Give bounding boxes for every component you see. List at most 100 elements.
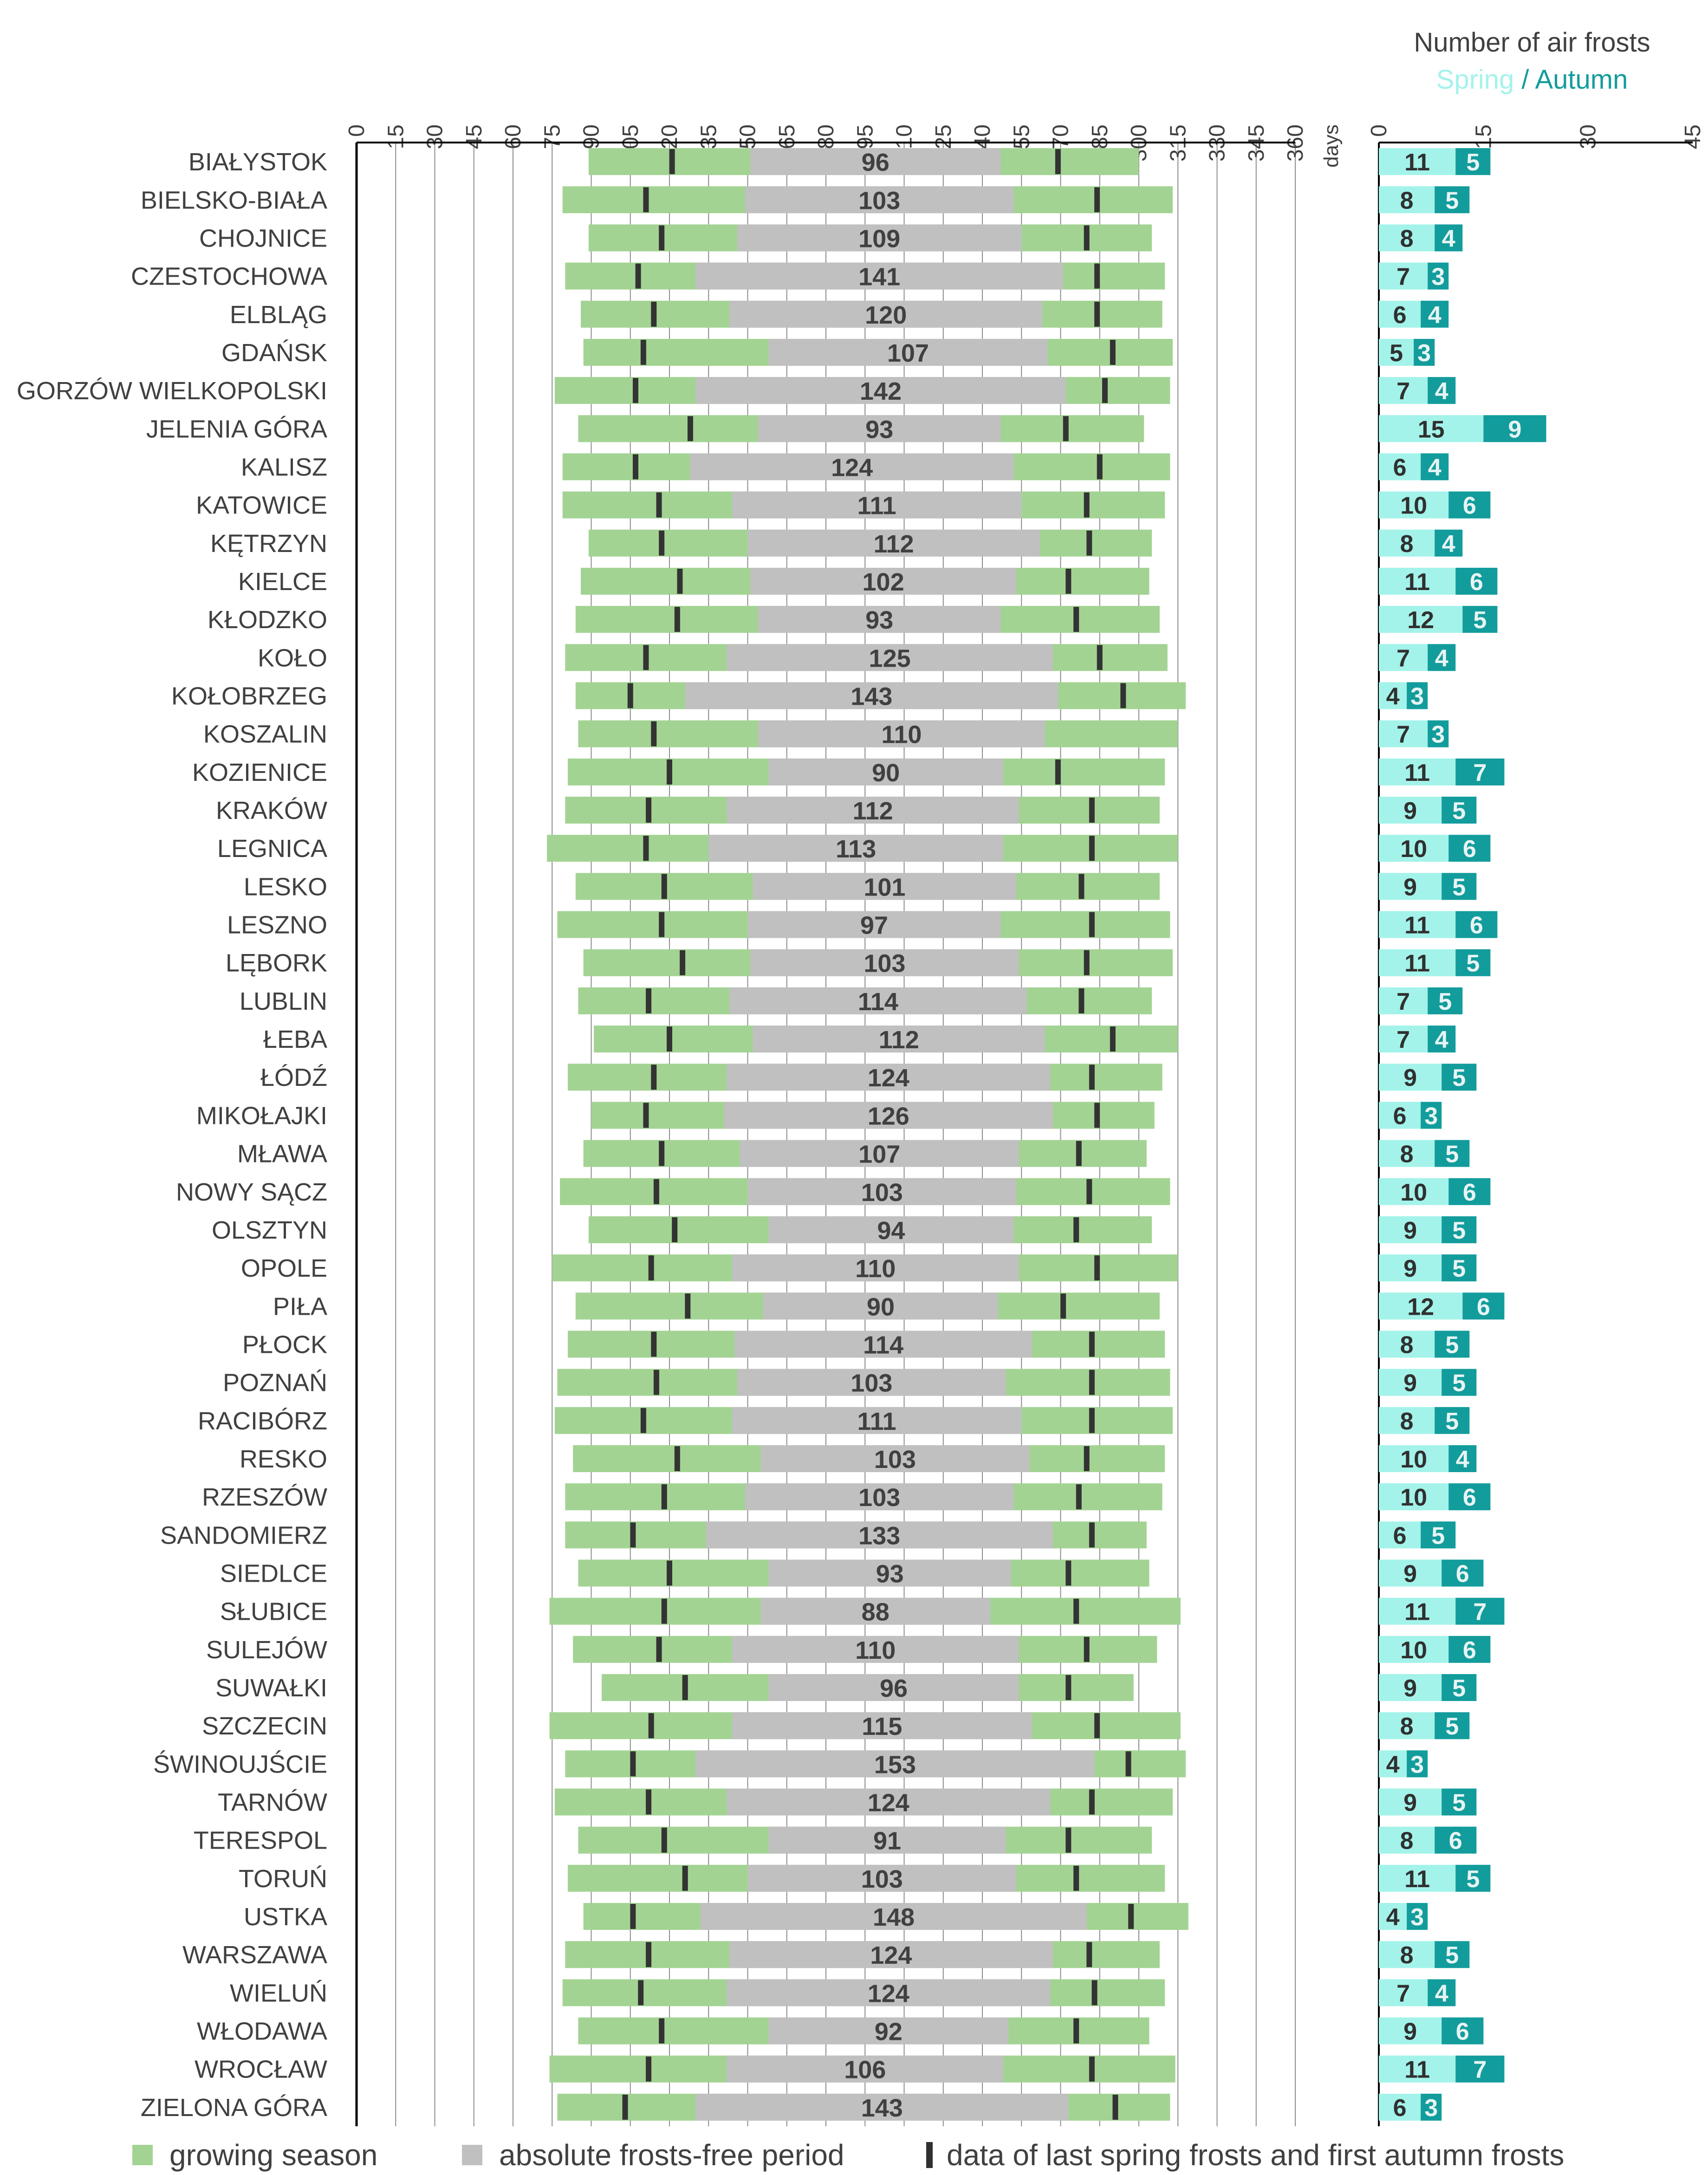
- autumn-frost-bar: [1442, 1674, 1477, 1701]
- frost-free-days-label: 124: [868, 1789, 909, 1817]
- spring-frost-label: 7: [1396, 645, 1410, 672]
- autumn-frost-bar: [1435, 529, 1463, 557]
- frost-free-bar: [695, 1750, 1095, 1778]
- frost-x-tick-label: 15: [1471, 124, 1496, 149]
- frost-free-bar: [727, 2055, 1003, 2083]
- autumn-frost-label: 3: [1424, 2095, 1438, 2122]
- frost-legend-separator: /: [1514, 65, 1535, 95]
- frost-free-bar: [685, 682, 1058, 709]
- frost-free-bar: [727, 797, 1019, 824]
- station-label: KOŁOBRZEG: [171, 682, 327, 710]
- last-spring-frost-mark: [653, 1179, 659, 1204]
- last-spring-frost-mark: [682, 1675, 688, 1701]
- station-label: ZIELONA GÓRA: [141, 2094, 327, 2122]
- spring-frost-bar: [1379, 1788, 1442, 1816]
- autumn-frost-bar: [1448, 1445, 1477, 1472]
- first-autumn-frost-mark: [1073, 2018, 1079, 2044]
- frost-free-days-label: 103: [861, 1179, 903, 1207]
- spring-frost-bar: [1379, 2017, 1442, 2045]
- station-label: POZNAŃ: [223, 1369, 327, 1397]
- station-label: KALISZ: [241, 453, 327, 481]
- frost-free-days-label: 97: [860, 912, 888, 940]
- frost-free-days-label: 120: [865, 301, 907, 329]
- legend-growing-season: growing season: [132, 2138, 377, 2172]
- frost-free-bar: [758, 606, 1001, 633]
- legend-swatch-gray: [462, 2145, 482, 2165]
- spring-frost-label: 11: [1404, 1866, 1430, 1893]
- autumn-frost-label: 7: [1473, 760, 1487, 786]
- last-spring-frost-mark: [648, 1255, 654, 1281]
- autumn-frost-label: 5: [1473, 607, 1487, 634]
- autumn-frost-label: 7: [1473, 1599, 1487, 1626]
- autumn-frost-bar: [1421, 1521, 1456, 1549]
- autumn-frost-bar: [1435, 1331, 1470, 1358]
- frost-free-bar: [732, 1254, 1019, 1282]
- spring-frost-bar: [1379, 1254, 1442, 1282]
- x-tick-label: 90: [579, 124, 604, 149]
- last-spring-frost-mark: [667, 1026, 672, 1052]
- autumn-frost-label: 4: [1442, 225, 1455, 252]
- first-autumn-frost-mark: [1055, 149, 1061, 175]
- autumn-frost-label: 6: [1470, 912, 1483, 939]
- station-label: RACIBÓRZ: [198, 1407, 327, 1435]
- spring-frost-bar: [1379, 338, 1414, 366]
- legend-frost-dates: data of last spring frosts and first aut…: [926, 2138, 1564, 2172]
- autumn-frost-label: 5: [1445, 1141, 1459, 1168]
- last-spring-frost-mark: [677, 568, 683, 594]
- station-label: WROCŁAW: [195, 2056, 327, 2084]
- autumn-frost-bar: [1455, 911, 1498, 938]
- station-label: BIAŁYSTOK: [188, 148, 327, 176]
- autumn-frost-label: 4: [1435, 645, 1448, 672]
- autumn-frost-label: 5: [1452, 874, 1466, 901]
- frost-free-days-label: 114: [863, 1331, 903, 1359]
- frost-free-bar: [747, 529, 1040, 557]
- station-label: MIKOŁAJKI: [196, 1102, 327, 1130]
- last-spring-frost-mark: [627, 683, 633, 708]
- autumn-frost-label: 3: [1410, 1904, 1424, 1931]
- autumn-frost-bar: [1435, 186, 1470, 214]
- autumn-frost-bar: [1455, 567, 1498, 595]
- frost-charts: 0 15 30 45 60 75 90 105 120 135 150 165 180 195 210 225…: [17, 124, 1705, 2126]
- station-label: TERESPOL: [194, 1827, 327, 1855]
- spring-frost-label: 12: [1407, 1293, 1434, 1320]
- last-spring-frost-mark: [685, 1293, 691, 1319]
- legend-label: growing season: [169, 2138, 378, 2172]
- frost-free-bar: [745, 186, 1014, 214]
- spring-frost-bar: [1379, 491, 1449, 519]
- station-label: PIŁA: [273, 1292, 327, 1320]
- frost-free-bar: [768, 2017, 1009, 2045]
- first-autumn-frost-mark: [1084, 1636, 1090, 1662]
- last-spring-frost-mark: [674, 1446, 680, 1471]
- autumn-frost-bar: [1435, 1826, 1477, 1854]
- spring-frost-bar: [1379, 453, 1421, 480]
- frost-free-days-label: 153: [874, 1751, 916, 1779]
- frost-free-days-label: 101: [864, 873, 905, 901]
- autumn-frost-bar: [1442, 1788, 1477, 1816]
- first-autumn-frost-mark: [1065, 1827, 1072, 1853]
- frost-free-days-label: 93: [865, 416, 893, 443]
- spring-frost-label: 9: [1403, 798, 1417, 825]
- spring-frost-bar: [1379, 1064, 1442, 1091]
- station-label: CZESTOCHOWA: [131, 263, 327, 291]
- autumn-frost-bar: [1442, 1559, 1484, 1587]
- autumn-frost-label: 3: [1424, 1103, 1438, 1130]
- autumn-frost-bar: [1448, 491, 1491, 519]
- spring-frost-bar: [1379, 186, 1435, 214]
- autumn-frost-bar: [1448, 1178, 1491, 1205]
- spring-frost-label: 9: [1403, 1560, 1417, 1587]
- frost-free-days-label: 96: [862, 149, 890, 176]
- autumn-frost-label: 6: [1449, 1828, 1462, 1855]
- autumn-frost-label: 5: [1466, 1866, 1480, 1893]
- first-autumn-frost-mark: [1073, 1865, 1079, 1891]
- spring-frost-label: 8: [1400, 531, 1414, 558]
- spring-frost-bar: [1379, 720, 1428, 747]
- autumn-frost-label: 4: [1435, 1980, 1448, 2007]
- first-autumn-frost-mark: [1065, 1675, 1072, 1701]
- frost-free-bar: [729, 1941, 1053, 1968]
- last-spring-frost-mark: [659, 2018, 665, 2044]
- last-spring-frost-mark: [651, 1065, 657, 1090]
- spring-frost-label: 8: [1400, 1828, 1414, 1855]
- last-spring-frost-mark: [630, 1751, 636, 1777]
- frost-free-days-label: 103: [858, 1484, 900, 1512]
- first-autumn-frost-mark: [1073, 1217, 1079, 1242]
